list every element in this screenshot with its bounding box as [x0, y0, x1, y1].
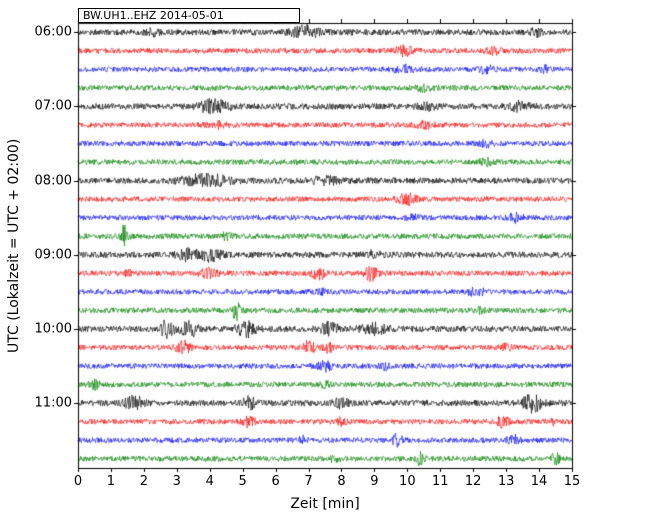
x-tick-label: 5: [238, 474, 247, 489]
x-tick-label: 13: [497, 474, 515, 489]
x-tick-label: 2: [139, 474, 148, 489]
x-tick-label: 9: [370, 474, 379, 489]
x-axis-label: Zeit [min]: [290, 496, 360, 512]
x-tick-label: 4: [205, 474, 214, 489]
y-axis-label: UTC (Lokalzeit = UTC + 02:00): [6, 138, 22, 353]
x-tick-label: 14: [530, 474, 548, 489]
x-tick-label: 0: [73, 474, 83, 489]
x-tick-label: 1: [106, 474, 116, 489]
x-tick-label: 7: [304, 474, 313, 489]
y-tick-label: 08:00: [34, 173, 72, 189]
x-tick-label: 11: [431, 474, 449, 489]
plot-title: BW.UH1..EHZ 2014-05-01: [83, 9, 224, 22]
y-tick-label: 11:00: [34, 395, 72, 411]
plot-title-box: BW.UH1..EHZ 2014-05-01: [78, 8, 300, 23]
y-tick-label: 06:00: [34, 24, 72, 40]
x-tick-label: 8: [337, 474, 346, 489]
x-tick-label: 15: [563, 474, 581, 489]
y-tick-label: 09:00: [34, 247, 72, 263]
y-tick-label: 07:00: [34, 98, 72, 114]
x-tick-label: 3: [172, 474, 181, 489]
x-tick-label: 10: [399, 474, 416, 489]
x-tick-label: 12: [464, 474, 482, 489]
y-tick-label: 10:00: [34, 321, 72, 337]
x-tick-label: 6: [271, 474, 280, 489]
